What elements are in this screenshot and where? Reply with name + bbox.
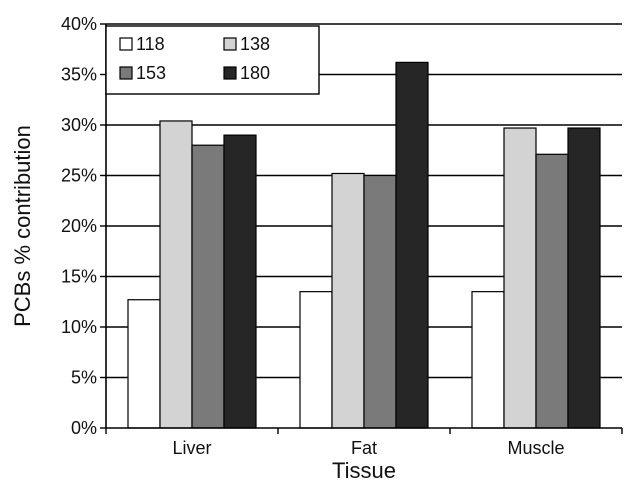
legend-swatch-180 bbox=[223, 66, 237, 80]
legend: 118 138 153 180 bbox=[105, 25, 320, 95]
y-tick-label: 35% bbox=[61, 65, 97, 85]
bar-muscle-153 bbox=[535, 153, 569, 429]
legend-swatch-138 bbox=[223, 37, 237, 51]
bar-fat-153 bbox=[363, 174, 397, 429]
legend-swatch-118 bbox=[119, 37, 133, 51]
y-axis-title: PCBs % contribution bbox=[10, 125, 35, 327]
bar-fat-138 bbox=[331, 172, 365, 429]
bar-muscle-138 bbox=[503, 127, 537, 429]
y-tick-label: 10% bbox=[61, 317, 97, 337]
bar-liver-118 bbox=[127, 299, 161, 429]
bar-fat-118 bbox=[299, 291, 333, 429]
bar-liver-153 bbox=[191, 144, 225, 429]
y-tick-label: 40% bbox=[61, 14, 97, 34]
y-tick-label: 20% bbox=[61, 216, 97, 236]
bar-muscle-118 bbox=[471, 291, 505, 429]
bars bbox=[127, 61, 601, 429]
legend-label-153: 153 bbox=[136, 63, 166, 83]
legend-label-180: 180 bbox=[240, 63, 270, 83]
legend-label-118: 118 bbox=[136, 34, 165, 54]
x-tick-label: Liver bbox=[172, 438, 211, 458]
bar-muscle-180 bbox=[567, 127, 601, 429]
y-tick-label: 5% bbox=[71, 368, 97, 388]
x-axis-title: Tissue bbox=[332, 458, 396, 483]
x-tick-label: Muscle bbox=[507, 438, 564, 458]
legend-label-138: 138 bbox=[240, 34, 270, 54]
y-tick-label: 25% bbox=[61, 166, 97, 186]
y-tick-label: 30% bbox=[61, 115, 97, 135]
legend-swatch-153 bbox=[119, 66, 133, 80]
x-tick-label: Fat bbox=[351, 438, 377, 458]
y-tick-label: 15% bbox=[61, 267, 97, 287]
bar-liver-180 bbox=[223, 134, 257, 429]
legend-box bbox=[105, 25, 320, 95]
bar-liver-138 bbox=[159, 120, 193, 429]
y-tick-label: 0% bbox=[71, 418, 97, 438]
bar-fat-180 bbox=[395, 61, 429, 429]
